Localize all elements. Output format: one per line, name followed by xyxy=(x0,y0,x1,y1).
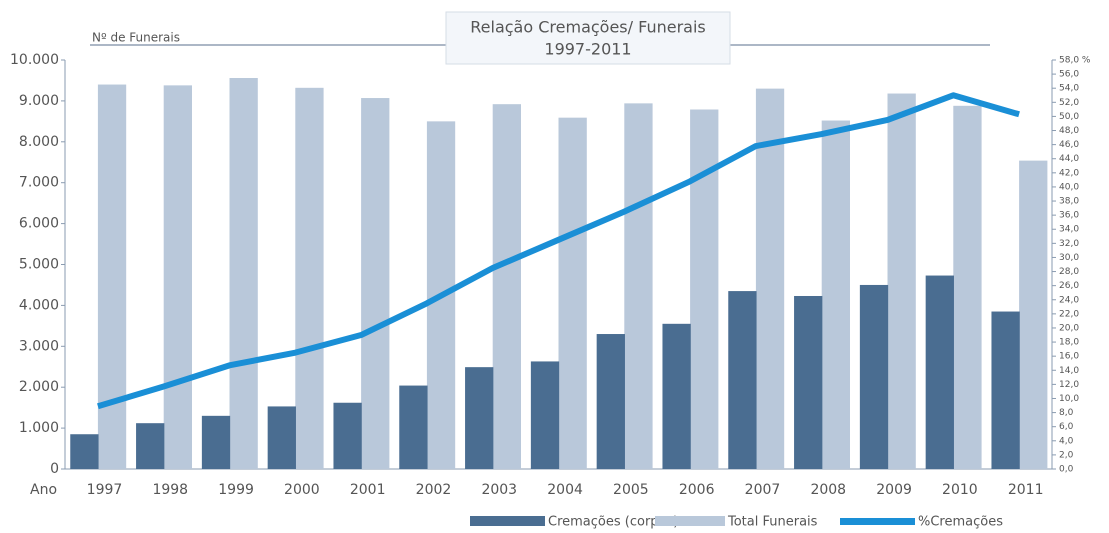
y2-tick-label: 38,0 xyxy=(1059,197,1079,207)
bar xyxy=(1019,160,1048,469)
y-tick-label: 3.000 xyxy=(19,338,59,354)
x-tick-label: 2008 xyxy=(810,482,846,498)
y2-tick-label: 6,0 xyxy=(1059,422,1074,432)
x-tick-label: 1998 xyxy=(152,482,188,498)
y2-tick-label: 46,0 xyxy=(1059,140,1079,150)
y2-tick-label: 40,0 xyxy=(1059,182,1079,192)
legend-swatch xyxy=(655,516,725,526)
y-tick-label: 5.000 xyxy=(19,257,59,273)
y2-tick-label: 14,0 xyxy=(1059,366,1079,376)
x-tick-label: 2001 xyxy=(350,482,386,498)
bar xyxy=(596,334,625,469)
y-tick-label: 4.000 xyxy=(19,297,59,313)
y2-tick-label: 10,0 xyxy=(1059,394,1079,404)
bar xyxy=(201,415,231,469)
bar xyxy=(295,87,324,469)
bar xyxy=(887,93,916,470)
legend-swatch xyxy=(470,516,545,526)
x-tick-label: 2003 xyxy=(481,482,517,498)
y2-tick-label: 42,0 xyxy=(1059,168,1079,178)
x-tick-label: 2005 xyxy=(613,482,649,498)
bar xyxy=(530,361,560,469)
y-tick-label: 1.000 xyxy=(19,420,59,436)
bar xyxy=(229,77,258,469)
y-tick-label: 8.000 xyxy=(19,134,59,150)
y-tick-label: 9.000 xyxy=(19,93,59,109)
bar xyxy=(953,105,982,470)
bar xyxy=(267,406,296,469)
x-tick-label: 2006 xyxy=(679,482,715,498)
bar xyxy=(399,385,428,469)
x-tick-label: 2004 xyxy=(547,482,583,498)
bar xyxy=(662,323,691,469)
legend-label: %Cremações xyxy=(918,515,1003,530)
y2-tick-label: 54,0 xyxy=(1059,84,1079,94)
bar xyxy=(361,98,390,470)
y2-tick-label: 34,0 xyxy=(1059,225,1079,235)
line xyxy=(97,92,1020,410)
y2-tick-label: 28,0 xyxy=(1059,267,1079,277)
y2-tick-label: 2,0 xyxy=(1059,450,1074,460)
bar xyxy=(794,295,823,469)
y2-tick-label: 0,0 xyxy=(1059,465,1074,475)
y2-tick-label: 22,0 xyxy=(1059,309,1079,319)
bar xyxy=(333,402,362,469)
bar xyxy=(624,103,653,469)
legend-swatch xyxy=(840,518,915,525)
y-tick-label: 6.000 xyxy=(19,216,59,232)
x-tick-label: 1999 xyxy=(218,482,254,498)
y2-tick-label: 36,0 xyxy=(1059,211,1079,221)
bar xyxy=(163,85,192,469)
y2-tick-label: 58,0 % xyxy=(1059,56,1091,66)
bar xyxy=(70,434,99,469)
chart-subtitle: 1997-2011 xyxy=(544,40,631,59)
y-tick-label: 2.000 xyxy=(19,379,59,395)
x-tick-label: 2011 xyxy=(1008,482,1044,498)
y2-tick-label: 16,0 xyxy=(1059,352,1079,362)
legend-label: Total Funerais xyxy=(727,515,818,530)
x-tick-label: 1997 xyxy=(87,482,123,498)
x-tick-label: 2009 xyxy=(876,482,912,498)
y2-tick-label: 52,0 xyxy=(1059,98,1079,108)
y2-tick-label: 12,0 xyxy=(1059,380,1079,390)
y2-tick-label: 44,0 xyxy=(1059,154,1079,164)
bar xyxy=(859,284,889,469)
y-tick-label: 0 xyxy=(50,461,59,477)
chart-title: Relação Cremações/ Funerais xyxy=(470,18,705,37)
bar xyxy=(558,117,587,469)
bar xyxy=(136,423,165,469)
title-box xyxy=(445,11,731,65)
bar xyxy=(690,109,719,469)
y2-tick-label: 26,0 xyxy=(1059,281,1079,291)
x-tick-label: 2010 xyxy=(942,482,978,498)
legend-label: Cremações (corpos) xyxy=(548,515,678,530)
y2-tick-label: 32,0 xyxy=(1059,239,1079,249)
x-tick-label: 2000 xyxy=(284,482,320,498)
y2-tick-label: 56,0 xyxy=(1059,70,1079,80)
y2-tick-label: 4,0 xyxy=(1059,436,1074,446)
bar xyxy=(97,84,127,469)
bar xyxy=(465,367,494,469)
y-tick-label: 10.000 xyxy=(10,52,59,68)
y2-tick-label: 50,0 xyxy=(1059,112,1079,122)
bar xyxy=(728,291,757,469)
bar xyxy=(492,104,521,469)
x-axis-label: Ano xyxy=(30,482,57,498)
y2-tick-label: 48,0 xyxy=(1059,126,1079,136)
y-tick-label: 7.000 xyxy=(19,175,59,191)
y2-tick-label: 8,0 xyxy=(1059,408,1074,418)
y2-tick-label: 24,0 xyxy=(1059,295,1079,305)
x-tick-label: 2002 xyxy=(416,482,452,498)
y2-tick-label: 30,0 xyxy=(1059,253,1079,263)
y2-tick-label: 20,0 xyxy=(1059,323,1079,333)
bar xyxy=(925,275,954,469)
x-tick-label: 2007 xyxy=(745,482,781,498)
bar xyxy=(821,120,850,470)
y-axis-label: Nº de Funerais xyxy=(92,31,180,45)
y2-tick-label: 18,0 xyxy=(1059,338,1079,348)
bar xyxy=(755,88,785,469)
bar xyxy=(991,311,1020,469)
